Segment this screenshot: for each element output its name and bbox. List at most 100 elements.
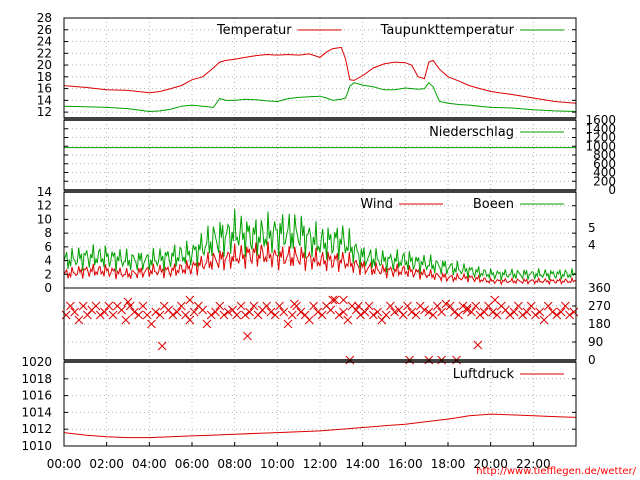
y-tick-label: 1014 — [21, 405, 52, 419]
direction-marker — [176, 301, 186, 311]
y-tick-label: 1016 — [21, 389, 52, 403]
direction-marker-stroke — [328, 295, 338, 305]
legend-entry: Niederschlag — [429, 125, 514, 140]
direction-marker — [531, 310, 540, 320]
direction-marker — [445, 301, 455, 311]
series-line-wind-0 — [63, 241, 577, 286]
direction-marker — [189, 307, 199, 317]
direction-marker — [164, 305, 173, 315]
direction-marker — [228, 305, 237, 315]
direction-marker — [556, 307, 566, 317]
y-tick-label: 0 — [608, 183, 616, 197]
direction-marker — [240, 310, 250, 320]
direction-marker — [151, 307, 161, 317]
direction-marker — [462, 305, 472, 315]
direction-marker-stroke — [556, 307, 566, 317]
direction-marker — [181, 310, 190, 320]
direction-marker-stroke — [151, 307, 161, 317]
direction-marker-stroke — [194, 301, 203, 311]
direction-marker — [100, 307, 109, 317]
legend-entry: Wind — [360, 197, 393, 212]
direction-marker-stroke — [415, 301, 425, 311]
direction-marker-stroke — [569, 307, 579, 317]
direction-marker — [108, 310, 118, 320]
direction-marker-stroke — [522, 307, 532, 317]
direction-marker-stroke — [475, 310, 485, 320]
direction-marker — [535, 307, 545, 317]
direction-marker-stroke — [428, 310, 438, 320]
direction-marker-stroke — [155, 310, 165, 320]
direction-marker-stroke — [356, 310, 365, 320]
direction-marker — [125, 301, 135, 311]
direction-marker — [501, 305, 510, 315]
direction-marker — [328, 295, 338, 305]
direction-marker-stroke — [339, 295, 348, 305]
direction-marker-stroke — [364, 301, 374, 311]
direction-marker-stroke — [215, 301, 225, 311]
legend-entry: Luftdruck — [453, 367, 515, 382]
direction-marker-stroke — [317, 310, 327, 320]
direction-marker-stroke — [172, 307, 182, 317]
direction-marker — [548, 307, 557, 317]
y-tick-label: 0 — [44, 281, 52, 295]
direction-marker-stroke — [130, 307, 139, 317]
footer-url[interactable]: http://www.tiefflegen.de/wetter/ — [476, 466, 636, 477]
direction-marker — [505, 310, 515, 320]
direction-marker — [74, 315, 84, 325]
direction-marker — [509, 307, 519, 317]
direction-marker-stroke — [232, 310, 242, 320]
direction-marker-stroke — [74, 315, 84, 325]
direction-marker — [339, 307, 348, 317]
direction-marker — [211, 307, 220, 317]
direction-marker — [543, 301, 553, 311]
direction-marker — [473, 340, 483, 350]
y-tick-label: 800 — [593, 148, 616, 162]
direction-marker — [479, 307, 489, 317]
direction-marker-stroke — [142, 310, 152, 320]
direction-marker — [475, 310, 485, 320]
direction-marker-stroke — [290, 299, 299, 309]
direction-marker-stroke — [275, 301, 284, 311]
direction-marker-stroke — [181, 310, 190, 320]
direction-marker — [454, 310, 464, 320]
direction-marker — [492, 310, 502, 320]
series-line-temperature-0 — [63, 46, 577, 104]
direction-marker-stroke — [488, 307, 498, 317]
direction-marker-stroke — [159, 301, 169, 311]
y-tick-label: 28 — [37, 11, 52, 25]
direction-marker-stroke — [283, 319, 293, 329]
x-tick-label: 00:00 — [47, 457, 82, 471]
y-tick-label: 22 — [37, 46, 52, 60]
direction-marker — [326, 305, 336, 315]
frame-layer — [63, 17, 577, 447]
y-tick-label: 4 — [44, 254, 52, 268]
direction-marker — [462, 303, 472, 313]
direction-marker-stroke — [548, 307, 557, 317]
direction-marker — [381, 310, 391, 320]
direction-marker-stroke — [462, 305, 472, 315]
direction-marker — [155, 310, 165, 320]
y-tick-label: 2 — [44, 267, 52, 281]
x-tick-label: 12:00 — [303, 457, 338, 471]
direction-marker-stroke — [287, 310, 297, 320]
direction-marker — [185, 295, 195, 305]
y-tick-label: 1600 — [585, 113, 616, 127]
direction-marker-stroke — [437, 307, 446, 317]
direction-marker — [565, 310, 574, 320]
direction-marker-stroke — [245, 307, 254, 317]
direction-marker-stroke — [454, 310, 464, 320]
direction-marker-stroke — [514, 301, 523, 311]
direction-marker-stroke — [157, 341, 167, 351]
direction-marker — [296, 307, 306, 317]
direction-marker — [377, 315, 387, 325]
x-tick-label: 06:00 — [175, 457, 210, 471]
direction-marker-stroke — [565, 310, 574, 320]
direction-marker-stroke — [66, 301, 75, 311]
direction-marker-stroke — [78, 301, 88, 311]
direction-marker-stroke — [253, 310, 263, 320]
direction-marker-stroke — [479, 307, 489, 317]
series-line-pressure-0 — [63, 413, 577, 439]
y-tick-label: 10 — [37, 212, 52, 226]
direction-marker-stroke — [377, 315, 387, 325]
direction-marker-stroke — [543, 301, 553, 311]
